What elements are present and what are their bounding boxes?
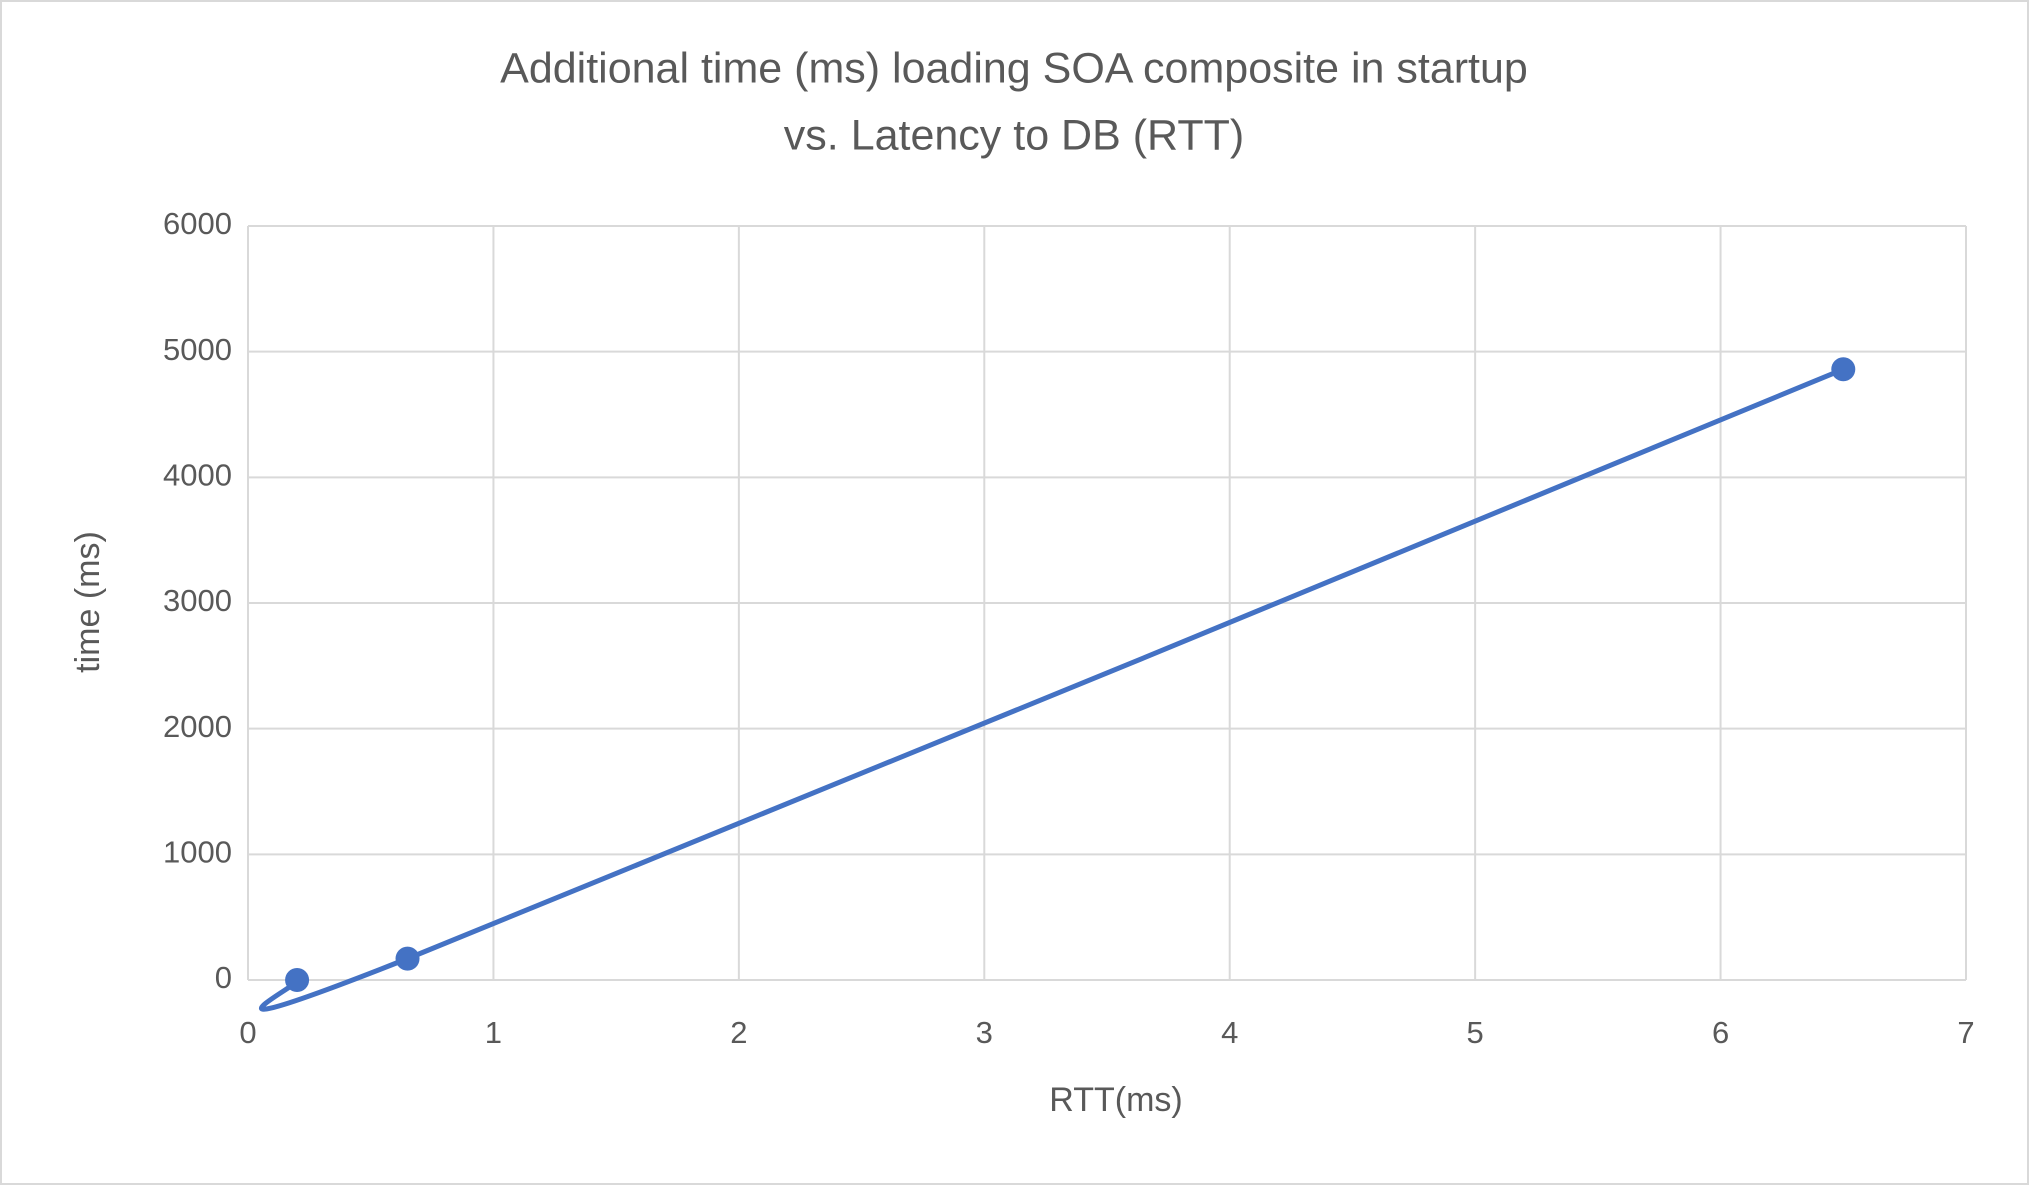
x-tick-label: 4 [1221, 1015, 1238, 1050]
y-tick-label: 0 [215, 960, 232, 995]
series-line [258, 366, 1845, 1012]
x-tick-label: 0 [239, 1015, 256, 1050]
y-axis-title: time (ms) [69, 531, 107, 673]
y-tick-label: 3000 [163, 583, 232, 618]
x-tick-label: 5 [1467, 1015, 1484, 1050]
chart-title: Additional time (ms) loading SOA composi… [500, 44, 1528, 92]
x-axis-title: RTT(ms) [1049, 1081, 1182, 1119]
data-point [395, 946, 420, 971]
y-tick-label: 4000 [163, 458, 232, 493]
y-tick-label: 5000 [163, 332, 232, 367]
chart-title: vs. Latency to DB (RTT) [784, 111, 1244, 159]
x-tick-label: 1 [485, 1015, 502, 1050]
x-tick-label: 2 [730, 1015, 747, 1050]
y-tick-label: 2000 [163, 709, 232, 744]
x-tick-label: 6 [1712, 1015, 1729, 1050]
x-tick-label: 7 [1957, 1015, 1974, 1050]
y-tick-label: 6000 [163, 206, 232, 241]
y-tick-label: 1000 [163, 835, 232, 870]
data-point [1831, 357, 1856, 382]
x-tick-label: 3 [976, 1015, 993, 1050]
data-point [285, 968, 310, 992]
